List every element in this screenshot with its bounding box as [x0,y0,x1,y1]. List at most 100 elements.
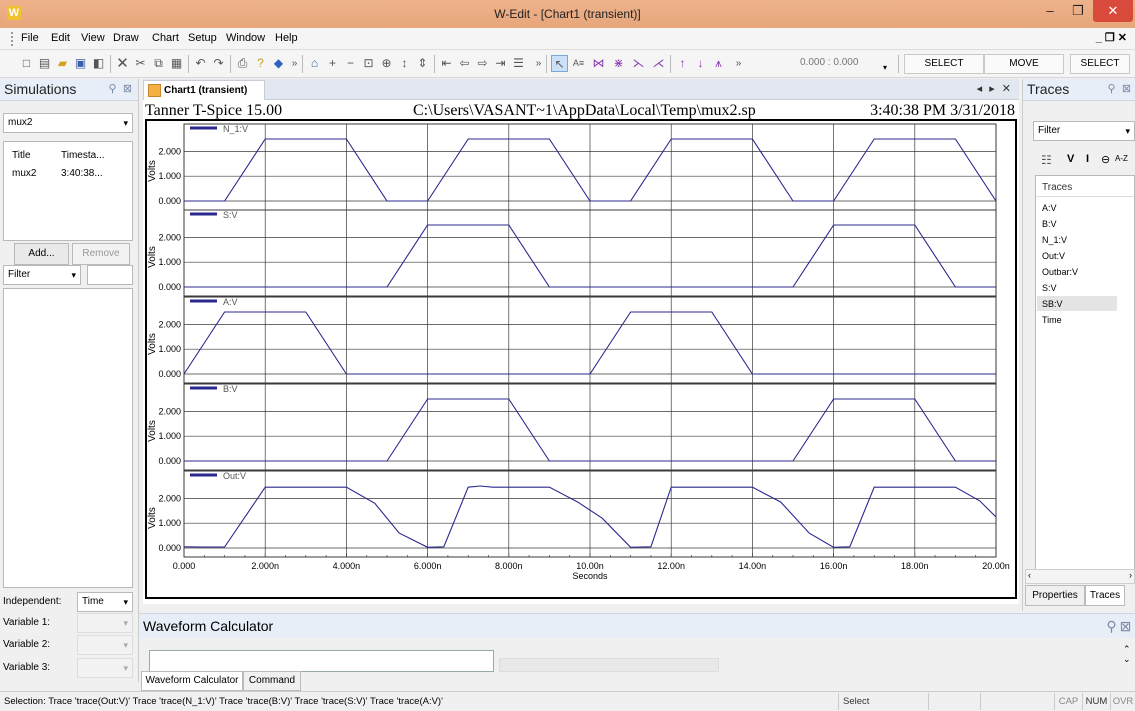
horizontal-scrollbar[interactable]: ‹ › [1025,569,1135,584]
traces-filter-select[interactable]: Filter ▾ [1033,121,1135,141]
zoom-in-icon[interactable]: + [328,56,336,70]
pointer-icon[interactable]: ↖ [551,55,568,72]
menu-setup[interactable]: Setup [188,32,217,44]
close-button[interactable]: ✕ [1093,0,1133,22]
save-all-icon[interactable]: ◧ [92,56,105,70]
zoom-icon[interactable]: ⊕ [381,56,392,70]
menu-edit[interactable]: Edit [51,32,70,44]
zoom-out-icon[interactable]: − [346,56,354,70]
variable-3-select[interactable]: ▾ [77,658,133,678]
overflow-chevron-icon-3[interactable]: » [735,58,742,69]
voltage-filter-button[interactable]: V [1067,153,1075,165]
trace-list[interactable]: Traces A:V B:V N_1:V Out:V Outbar:V S:V … [1035,175,1135,571]
minimize-button[interactable]: – [1046,3,1054,18]
copy-icon[interactable]: ⧉ [154,56,163,70]
scroll-left-icon[interactable]: ‹ [1028,570,1031,580]
text-label-icon[interactable]: A≡ [572,58,585,68]
variable-2-select[interactable]: ▾ [77,635,133,655]
previous-icon[interactable]: ⇦ [459,56,470,70]
row-title[interactable]: mux2 [12,168,37,179]
tab-controls[interactable]: ◂ ▸ ✕ [976,83,1013,95]
menu-draw[interactable]: Draw [113,32,139,44]
first-icon[interactable]: ⇤ [441,56,452,70]
menu-view[interactable]: View [81,32,105,44]
calc-close-icon[interactable]: ⊠ [1119,618,1132,634]
variable-1-select[interactable]: ▾ [77,613,133,633]
scroll-down-icon[interactable]: ⌄ [1123,654,1131,664]
save-icon[interactable]: ▣ [74,56,87,70]
maximize-button[interactable]: ❐ [1072,3,1084,18]
trace-item[interactable]: S:V [1042,283,1057,293]
filter-results-list[interactable] [3,288,133,588]
trace-item[interactable]: A:V [1042,203,1057,213]
traces-pin-icon[interactable]: ⚲ [1107,83,1116,95]
trace-item-selected[interactable]: SB:V [1042,299,1063,309]
help-icon[interactable]: ? [257,56,264,70]
redo-icon[interactable]: ↷ [213,56,224,70]
last-icon[interactable]: ⇥ [495,56,506,70]
select-button[interactable]: SELECT [904,54,984,74]
peak-icon[interactable]: ⩚ [715,56,722,70]
overflow-chevron-icon-2[interactable]: » [535,58,542,69]
zoom-vertical-icon[interactable]: ↕ [401,56,408,70]
trace-item[interactable]: N_1:V [1042,235,1068,245]
scroll-up-icon[interactable]: ⌃ [1123,644,1131,654]
new-file-icon[interactable]: □ [22,56,31,70]
simulations-table[interactable]: Title Timesta... mux2 3:40:38... [3,141,133,241]
col-timestamp[interactable]: Timesta... [61,150,105,161]
move-button[interactable]: MOVE [984,54,1064,74]
tab-chart1[interactable]: Chart1 (transient) [143,80,265,100]
panel-close-icon[interactable]: ⊠ [122,83,133,95]
toolbar-grip-icon[interactable] [11,32,14,46]
current-filter-button[interactable]: I [1086,153,1090,165]
overflow-chevron-icon[interactable]: » [291,58,298,69]
mdi-controls[interactable]: _ ❐ ✕ [1095,32,1127,44]
tree-view-icon[interactable]: ☷ [1041,153,1052,167]
color-icon[interactable]: ◆ [273,56,284,70]
filter-select[interactable]: Filter ▾ [3,265,81,285]
tab-command[interactable]: Command [243,671,301,691]
select-mode-button[interactable]: SELECT [1070,54,1130,74]
marker-3-icon[interactable]: ⋋ [632,56,645,70]
coords-dropdown-icon[interactable]: ▾ [883,63,888,72]
menu-chart[interactable]: Chart [152,32,179,44]
zoom-box-icon[interactable]: ⊡ [363,56,374,70]
trace-item[interactable]: Out:V [1042,251,1066,261]
tab-properties[interactable]: Properties [1025,585,1085,606]
trace-item[interactable]: B:V [1042,219,1057,229]
sort-az-button[interactable]: A-Z [1115,154,1128,163]
expression-input[interactable] [149,650,494,672]
undo-icon[interactable]: ↶ [195,56,206,70]
filter-input[interactable] [87,265,133,285]
independent-select[interactable]: Time ▾ [77,592,133,612]
marker-icon[interactable]: ⋈ [592,56,605,70]
open-folder-icon[interactable]: ▰ [57,56,68,70]
next-icon[interactable]: ⇨ [477,56,488,70]
remove-button[interactable]: Remove [72,243,130,265]
traces-close-icon[interactable]: ⊠ [1121,83,1132,95]
cut-icon[interactable]: ✂ [135,56,146,70]
trace-list-icon[interactable]: ☰ [513,56,524,70]
menu-window[interactable]: Window [226,32,266,44]
pin-icon[interactable]: ⚲ [108,83,117,95]
simulation-select[interactable]: mux2 ▾ [3,113,133,133]
menu-file[interactable]: File [21,32,39,44]
waveform-chart[interactable]: 0.0001.0002.000VoltsN_1:V0.0001.0002.000… [143,100,1019,604]
trace-item[interactable]: Outbar:V [1042,267,1079,277]
add-button[interactable]: Add... [14,243,69,265]
col-title[interactable]: Title [12,150,31,161]
chart-area[interactable]: Tanner T-Spice 15.00 C:\Users\VASANT~1\A… [143,100,1019,604]
tab-waveform-calculator[interactable]: Waveform Calculator [141,671,243,691]
print-icon[interactable]: ⎙ [237,56,248,70]
rise-icon[interactable]: ↑ [679,56,686,70]
delete-icon[interactable]: ✕ [116,55,129,72]
trace-item[interactable]: Time [1042,315,1062,325]
fall-icon[interactable]: ↓ [697,56,704,70]
menu-help[interactable]: Help [275,32,298,44]
row-timestamp[interactable]: 3:40:38... [61,168,103,179]
tab-traces[interactable]: Traces [1085,585,1125,606]
search-icon[interactable]: ⊖ [1101,154,1111,166]
calc-pin-icon[interactable]: ⚲ [1106,618,1117,634]
paste-icon[interactable]: ▦ [170,56,183,70]
zoom-vertical-fit-icon[interactable]: ⇕ [417,56,428,70]
